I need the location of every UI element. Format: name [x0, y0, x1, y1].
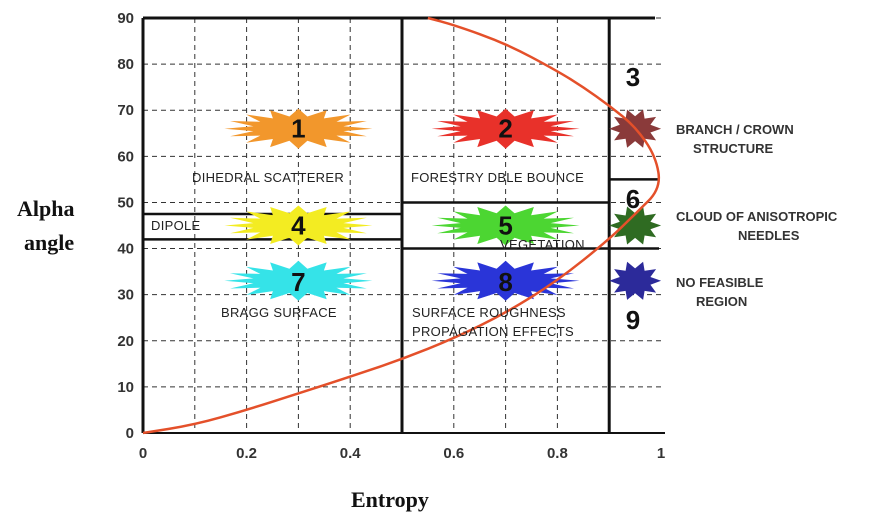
- side-label-cloud-line2: NEEDLES: [738, 228, 800, 243]
- x-tick-label: 0.2: [236, 445, 257, 462]
- x-tick-label: 1: [657, 445, 665, 462]
- zone-label-surface-roughness-line1: SURFACE ROUGHNESS: [412, 305, 566, 320]
- zone-number-1: 1: [291, 114, 305, 144]
- zone-label-bragg: BRAGG SURFACE: [221, 305, 337, 320]
- y-tick-label: 0: [126, 425, 134, 442]
- zone-burst-1: [224, 108, 373, 149]
- side-label-branch-line1: BRANCH / CROWN: [676, 122, 794, 137]
- feasibility-curve: [142, 16, 661, 435]
- side-label-cloud-line1: CLOUD OF ANISOTROPIC: [676, 209, 838, 224]
- zone-number-5: 5: [498, 211, 512, 241]
- zone-number-6: 6: [626, 184, 640, 214]
- y-tick-label: 20: [117, 333, 134, 350]
- zone-burst-4: [224, 205, 373, 246]
- y-tick-label: 10: [117, 379, 134, 396]
- x-tick-label: 0.8: [547, 445, 568, 462]
- zone-label-forestry: FORESTRY DBLE BOUNCE: [411, 170, 584, 185]
- y-tick-label: 50: [117, 194, 134, 211]
- zone-number-9: 9: [626, 305, 640, 335]
- zone-label-dipole: DIPOLE: [151, 218, 201, 233]
- y-axis-title-line1: Alpha: [17, 196, 74, 221]
- x-tick-label: 0.6: [443, 445, 464, 462]
- x-axis-title: Entropy: [351, 487, 429, 512]
- x-tick-label: 0.4: [340, 445, 362, 462]
- side-label-branch-line2: STRUCTURE: [693, 141, 773, 156]
- y-tick-label: 80: [117, 56, 134, 73]
- zone-label-dihedral: DIHEDRAL SCATTERER: [192, 170, 344, 185]
- y-tick-label: 40: [117, 241, 134, 258]
- x-tick-label: 0: [139, 445, 147, 462]
- zone-burst-7: [224, 260, 373, 301]
- zone-number-3: 3: [626, 62, 640, 92]
- zone-burst-5: [431, 205, 580, 246]
- y-tick-label: 70: [117, 102, 134, 119]
- y-tick-label: 30: [117, 287, 134, 304]
- zone-number-4: 4: [291, 211, 306, 241]
- zone-number-7: 7: [291, 267, 305, 297]
- zone-burst-2: [431, 108, 580, 149]
- zone-boundaries: [141, 16, 665, 434]
- zone-label-vegetation: VEGETATION: [500, 237, 585, 252]
- zone-number-2: 2: [498, 114, 512, 144]
- side-label-nofeasible-line2: REGION: [696, 294, 747, 309]
- y-axis-title-line2: angle: [24, 230, 74, 255]
- zone-number-8: 8: [498, 267, 512, 297]
- zone-label-surface-roughness-line2: PROPAGATION EFFECTS: [412, 324, 574, 339]
- side-label-nofeasible-line1: NO FEASIBLE: [676, 275, 764, 290]
- y-axis-ticks: 0 10 20 30 40 50 60 70 80 90: [117, 10, 134, 442]
- zone-burst-9: [609, 261, 662, 300]
- zone-burst-6: [609, 206, 662, 245]
- y-tick-label: 60: [117, 148, 134, 165]
- y-tick-label: 90: [117, 10, 134, 27]
- x-axis-ticks: 0 0.2 0.4 0.6 0.8 1: [139, 445, 665, 462]
- zone-markers: 1 2 3 4 5 6 7 8 9: [224, 62, 662, 335]
